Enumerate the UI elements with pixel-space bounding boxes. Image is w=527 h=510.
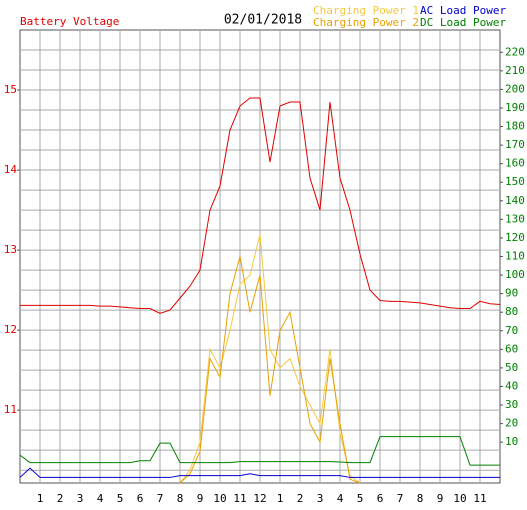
y2-tick-label: 80: [505, 305, 518, 318]
legend-entry: AC Load Power: [420, 4, 506, 17]
x-tick-label: 9: [197, 492, 204, 505]
x-tick-label: 7: [397, 492, 404, 505]
y-tick-label: 11: [4, 403, 17, 416]
x-tick-label: 2: [57, 492, 64, 505]
y2-tick-label: 150: [505, 175, 525, 188]
y2-tick-label: 40: [505, 379, 518, 392]
x-tick-label: 1: [277, 492, 284, 505]
x-tick-label: 4: [97, 492, 104, 505]
x-tick-label: 2: [297, 492, 304, 505]
series-line: [20, 97, 501, 314]
series-line: [179, 234, 361, 484]
y2-tick-label: 200: [505, 82, 525, 95]
x-tick-label: 11: [473, 492, 486, 505]
legend-entry: Charging Power 2: [313, 16, 419, 29]
series-line: [179, 256, 361, 484]
y2-tick-label: 130: [505, 212, 525, 225]
x-tick-label: 5: [357, 492, 364, 505]
chart-title: 02/01/2018: [224, 13, 302, 28]
y-tick-label: 14: [4, 163, 18, 176]
y2-tick-label: 170: [505, 138, 525, 151]
y2-tick-label: 60: [505, 342, 518, 355]
x-tick-label: 6: [137, 492, 144, 505]
legend-entry: Charging Power 1: [313, 4, 419, 17]
y2-tick-label: 190: [505, 101, 525, 114]
x-tick-label: 12: [253, 492, 266, 505]
series-line: [19, 436, 500, 466]
y2-tick-label: 180: [505, 120, 525, 133]
x-tick-label: 8: [417, 492, 424, 505]
y-tick-label: 13: [4, 243, 17, 256]
legend-entry: DC Load Power: [420, 16, 506, 29]
y2-tick-label: 210: [505, 64, 525, 77]
y2-tick-label: 100: [505, 268, 525, 281]
series-line: [19, 467, 500, 478]
x-tick-label: 8: [177, 492, 184, 505]
y2-tick-label: 50: [505, 361, 518, 374]
y2-tick-label: 10: [505, 435, 518, 448]
y2-tick-label: 220: [505, 45, 525, 58]
y2-tick-label: 160: [505, 157, 525, 170]
y2-tick-label: 140: [505, 194, 525, 207]
x-tick-label: 6: [377, 492, 384, 505]
x-tick-label: 1: [37, 492, 44, 505]
x-tick-label: 4: [337, 492, 344, 505]
x-tick-label: 9: [437, 492, 444, 505]
x-tick-label: 5: [117, 492, 124, 505]
y2-tick-label: 20: [505, 417, 518, 430]
y2-tick-label: 70: [505, 324, 518, 337]
x-tick-label: 3: [77, 492, 84, 505]
y2-tick-label: 110: [505, 250, 525, 263]
y2-tick-label: 120: [505, 231, 525, 244]
x-tick-label: 7: [157, 492, 164, 505]
y2-tick-label: 90: [505, 287, 518, 300]
x-tick-label: 3: [317, 492, 324, 505]
x-tick-label: 10: [213, 492, 226, 505]
x-tick-label: 11: [233, 492, 246, 505]
x-tick-label: 10: [453, 492, 466, 505]
legend-entry: Battery Voltage: [20, 15, 119, 28]
y-tick-label: 15: [4, 83, 17, 96]
y2-tick-label: 30: [505, 398, 518, 411]
y-tick-label: 12: [4, 323, 17, 336]
